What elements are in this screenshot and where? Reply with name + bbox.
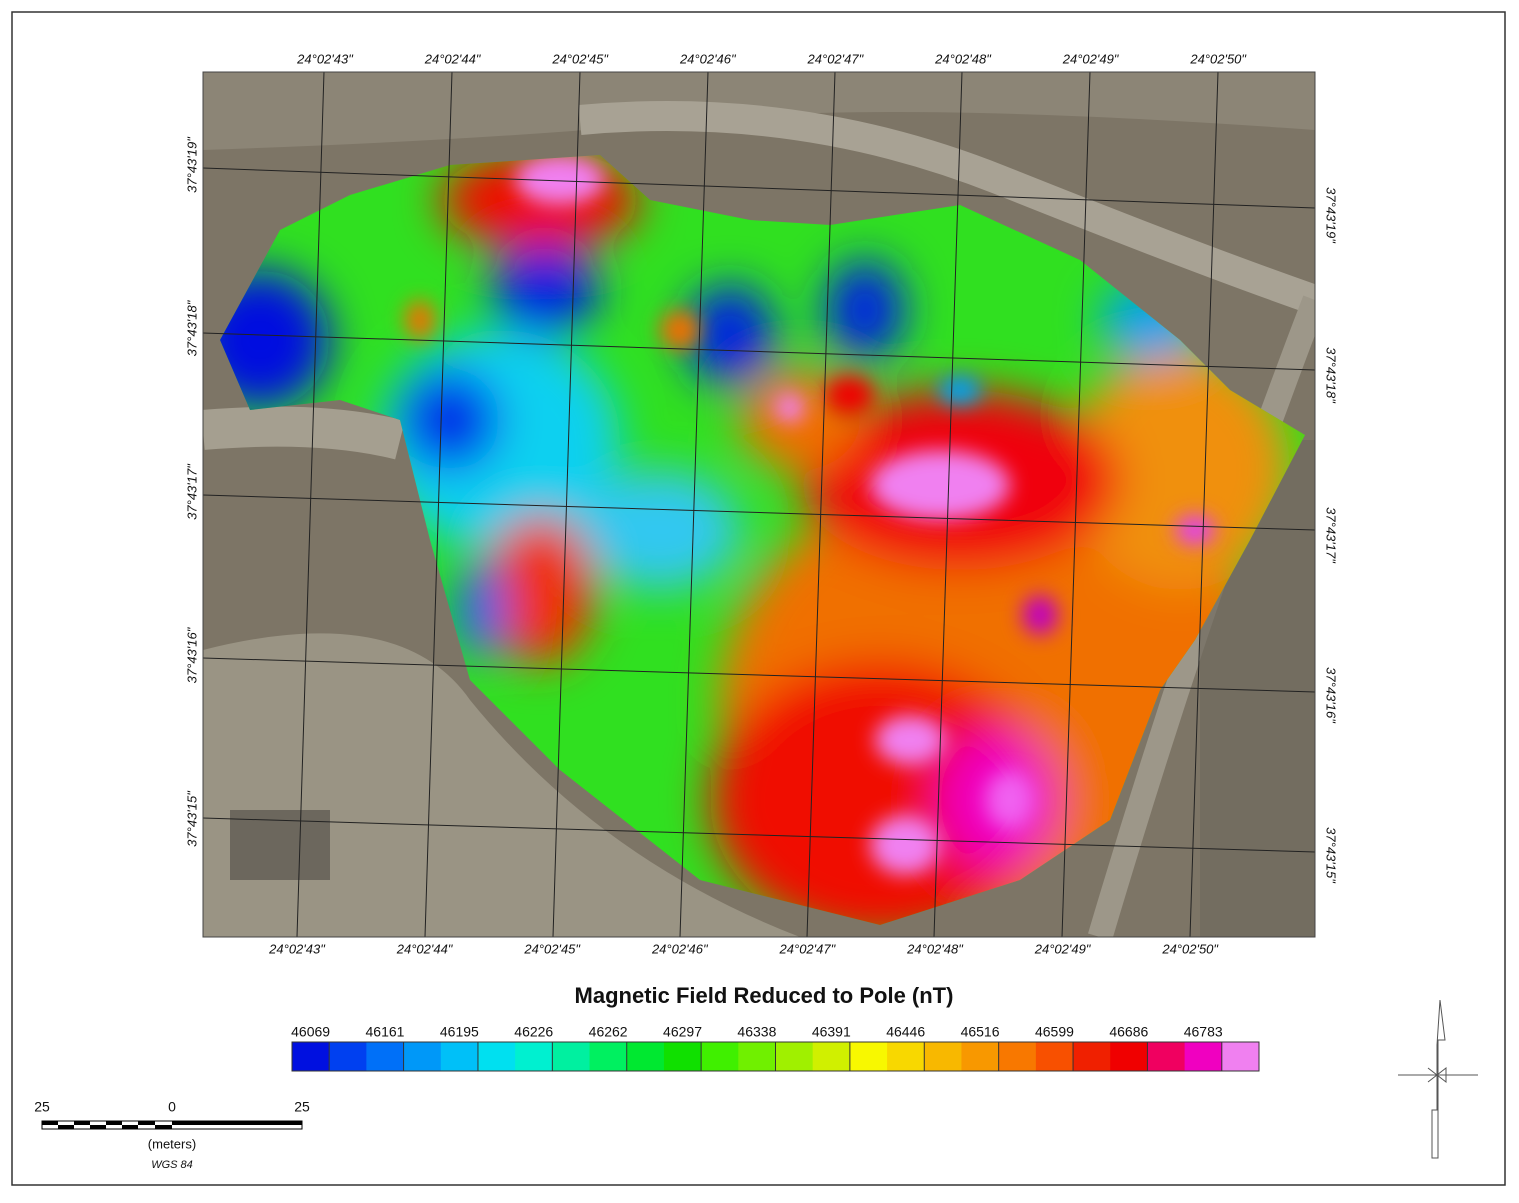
legend-swatch — [701, 1042, 739, 1071]
top-longitude-label: 24°02'44" — [424, 51, 482, 66]
datum: WGS 84 — [151, 1159, 193, 1171]
bottom-longitude-label: 24°02'50" — [1161, 941, 1219, 956]
bottom-longitude-label: 24°02'43" — [268, 941, 326, 956]
map-border — [202, 71, 1316, 938]
legend-swatch — [998, 1042, 1037, 1071]
graticule — [203, 72, 1315, 937]
right-latitude-label: 37°43'17" — [1324, 507, 1339, 564]
north-arrow — [1398, 999, 1478, 1159]
legend-value: 46297 — [663, 1024, 702, 1040]
legend-swatch — [329, 1042, 367, 1071]
right-latitude-label: 37°43'16" — [1324, 667, 1339, 724]
legend-swatch — [626, 1042, 665, 1071]
legend-value: 46069 — [291, 1024, 330, 1040]
legend-swatch — [1035, 1042, 1074, 1071]
legend-value: 46516 — [961, 1024, 1000, 1040]
bottom-longitude-label: 24°02'45" — [523, 941, 581, 956]
legend-swatch — [366, 1042, 405, 1071]
bottom-longitude-label: 24°02'44" — [396, 941, 454, 956]
legend-swatch — [589, 1042, 628, 1071]
left-latitude-label: 37°43'15" — [184, 790, 199, 847]
legend-swatch — [552, 1042, 591, 1071]
legend-value: 46599 — [1035, 1024, 1074, 1040]
scale-label: 0 — [168, 1099, 176, 1115]
legend-swatch — [1221, 1042, 1260, 1071]
legend-swatch — [515, 1042, 553, 1071]
legend-swatch — [403, 1042, 442, 1071]
legend-swatch — [1110, 1042, 1148, 1071]
top-longitude-label: 24°02'45" — [551, 51, 609, 66]
top-longitude-label: 24°02'49" — [1062, 51, 1120, 66]
legend-swatch — [849, 1042, 888, 1071]
legend-swatch — [961, 1042, 1000, 1071]
top-longitude-label: 24°02'50" — [1189, 51, 1247, 66]
left-latitude-label: 37°43'19" — [184, 136, 199, 193]
legend-value: 46446 — [886, 1024, 925, 1040]
legend-swatch — [1147, 1042, 1186, 1071]
legend-swatch — [775, 1042, 814, 1071]
frame — [11, 11, 1506, 1186]
top-longitude-label: 24°02'46" — [679, 51, 737, 66]
scale-unit: (meters) — [148, 1136, 196, 1151]
right-latitude-label: 37°43'19" — [1324, 187, 1339, 244]
legend-swatch — [292, 1042, 330, 1071]
legend-swatch — [663, 1042, 702, 1071]
top-longitude-label: 24°02'48" — [934, 51, 992, 66]
legend-swatch — [812, 1042, 851, 1071]
legend-value: 46262 — [589, 1024, 628, 1040]
legend-value: 46195 — [440, 1024, 479, 1040]
scale-bar: 25 0 25 (meters) WGS 84 — [34, 1099, 310, 1171]
legend-swatch — [887, 1042, 925, 1071]
top-longitude-label: 24°02'43" — [296, 51, 354, 66]
bottom-longitude-label: 24°02'47" — [779, 941, 837, 956]
legend-swatch — [738, 1042, 776, 1071]
legend-value: 46226 — [514, 1024, 553, 1040]
bottom-longitude-label: 24°02'48" — [906, 941, 964, 956]
legend-swatch — [924, 1042, 962, 1071]
legend-value: 46161 — [366, 1024, 405, 1040]
legend-swatch — [1073, 1042, 1111, 1071]
left-latitude-label: 37°43'17" — [184, 463, 199, 520]
legend-value: 46686 — [1109, 1024, 1148, 1040]
left-latitude-label: 37°43'18" — [184, 299, 199, 356]
legend-swatch — [1184, 1042, 1223, 1071]
bottom-longitude-label: 24°02'46" — [651, 941, 709, 956]
legend-value: 46783 — [1184, 1024, 1223, 1040]
left-latitude-label: 37°43'16" — [184, 626, 199, 683]
legend-swatch — [477, 1042, 516, 1071]
right-latitude-label: 37°43'15" — [1324, 827, 1339, 884]
scale-label: 25 — [34, 1099, 50, 1115]
scale-label: 25 — [294, 1099, 310, 1115]
legend-value: 46391 — [812, 1024, 851, 1040]
right-latitude-label: 37°43'18" — [1324, 347, 1339, 404]
top-longitude-label: 24°02'47" — [807, 51, 865, 66]
legend-value: 46338 — [737, 1024, 776, 1040]
legend-title: Magnetic Field Reduced to Pole (nT) — [575, 983, 954, 1008]
bottom-longitude-label: 24°02'49" — [1034, 941, 1092, 956]
legend-swatch — [440, 1042, 479, 1071]
